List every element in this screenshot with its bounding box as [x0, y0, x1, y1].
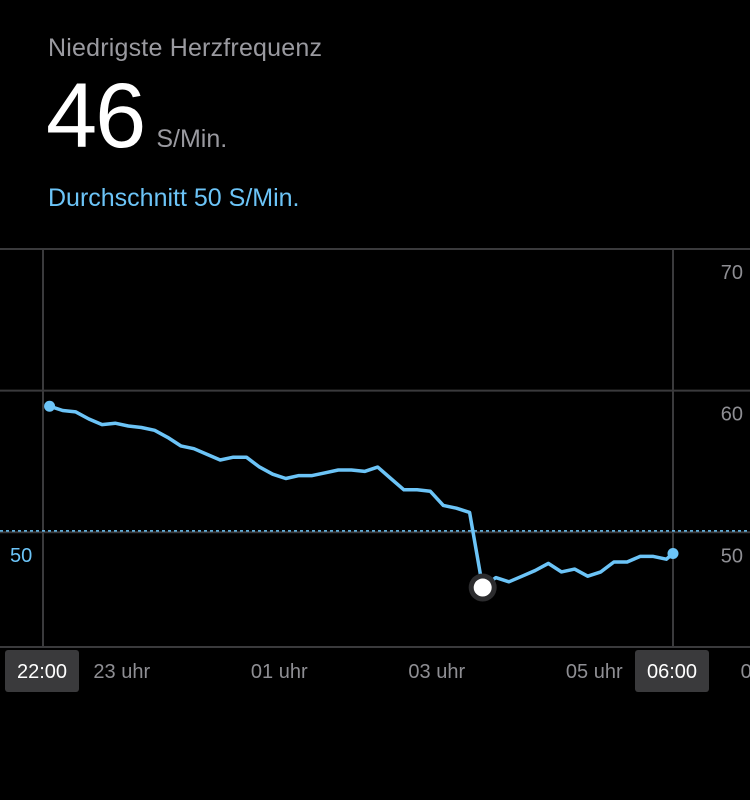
y-tick-label: 60: [721, 404, 743, 426]
x-tick-label-highlight: 06:00: [647, 661, 697, 683]
x-tick-label: 23 uhr: [93, 661, 150, 683]
metric-row: 46 S/Min.: [46, 70, 227, 162]
series-start-point: [44, 400, 56, 412]
series-end-point: [667, 548, 679, 560]
metric-title: Niedrigste Herzfrequenz: [48, 34, 323, 62]
x-tick-highlight-bg: [635, 650, 709, 692]
y-tick-label: 50: [721, 545, 743, 567]
minimum-marker: [473, 578, 492, 597]
x-tick-label-highlight: 22:00: [17, 661, 67, 683]
metric-unit: S/Min.: [156, 125, 228, 153]
y-tick-label: 70: [721, 262, 743, 284]
x-tick-highlight-bg: [5, 650, 79, 692]
x-tick-label: 01 uhr: [251, 661, 308, 683]
x-tick-label: 07: [741, 661, 750, 683]
x-tick-label: 05 uhr: [566, 661, 623, 683]
metric-average: Durchschnitt 50 S/Min.: [48, 184, 300, 212]
metric-value: 46: [46, 65, 146, 167]
average-label: 50: [10, 545, 32, 567]
x-tick-label: 03 uhr: [408, 661, 465, 683]
heart-rate-series-line: [47, 404, 675, 590]
